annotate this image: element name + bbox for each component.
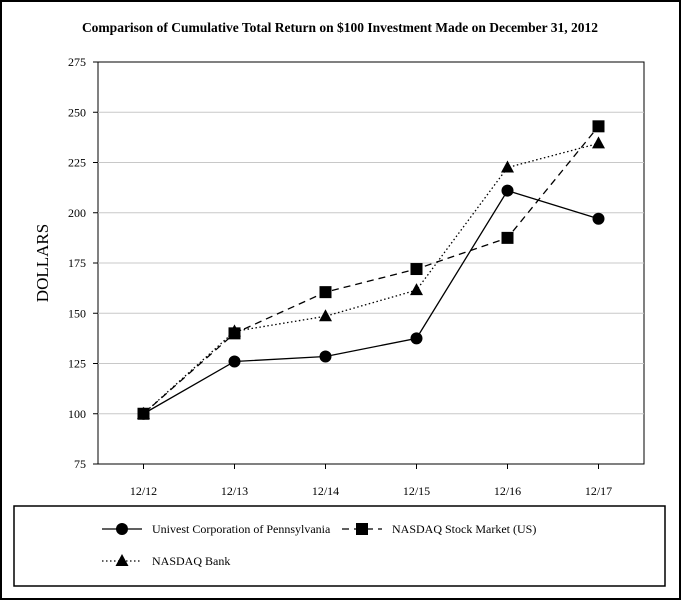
legend-label: NASDAQ Bank	[152, 554, 230, 568]
y-tick-label: 150	[68, 306, 86, 320]
x-tick-label: 12/13	[221, 484, 248, 498]
series-line-circle	[143, 189, 599, 415]
series-line-triangle	[143, 142, 599, 415]
y-tick-label: 175	[68, 256, 86, 270]
y-tick-label: 250	[68, 105, 86, 119]
data-point-triangle	[592, 136, 605, 149]
x-axis-ticks: 12/12 12/13 12/14 12/15 12/16 12/17	[130, 464, 612, 498]
legend-label: Univest Corporation of Pennsylvania	[152, 522, 331, 536]
data-point-square	[592, 120, 605, 133]
y-tick-label: 225	[68, 156, 86, 170]
legend-items: Univest Corporation of Pennsylvania NASDA…	[102, 522, 536, 568]
data-point-triangle	[501, 160, 514, 173]
data-point-circle	[501, 184, 514, 197]
legend-marker-circle	[116, 523, 128, 535]
legend-box	[13, 505, 666, 587]
legend-marker-triangle	[115, 554, 129, 566]
gridlines	[98, 111, 644, 415]
series-line-square	[143, 125, 600, 415]
data-point-circle	[228, 355, 241, 368]
y-tick-label: 125	[68, 357, 86, 371]
x-tick-label: 12/14	[312, 484, 339, 498]
data-point-circle	[592, 212, 605, 225]
y-tick-label: 275	[68, 55, 86, 69]
series-layer	[137, 120, 605, 420]
data-point-triangle	[137, 406, 150, 419]
data-point-square	[319, 286, 332, 299]
x-tick-label: 12/17	[585, 484, 612, 498]
legend: Univest Corporation of Pennsylvania NASDA…	[13, 505, 666, 587]
x-tick-label: 12/16	[494, 484, 521, 498]
legend-label: NASDAQ Stock Market (US)	[392, 522, 536, 536]
y-tick-label: 100	[68, 407, 86, 421]
data-point-circle	[410, 332, 423, 345]
y-tick-label: 200	[68, 206, 86, 220]
y-axis-label: DOLLARS	[33, 224, 52, 302]
data-point-square	[501, 231, 514, 244]
y-axis-ticks: 75 100 125 150 175 200 225 250 275	[68, 55, 98, 471]
legend-marker-square	[356, 523, 368, 535]
data-point-square	[410, 263, 423, 276]
data-point-circle	[319, 350, 332, 363]
chart-title: Comparison of Cumulative Total Return on…	[82, 20, 598, 35]
data-point-triangle	[228, 324, 241, 337]
x-tick-label: 12/12	[130, 484, 157, 498]
y-tick-label: 75	[74, 457, 86, 471]
data-point-triangle	[319, 309, 332, 322]
data-point-triangle	[410, 283, 423, 296]
x-tick-label: 12/15	[403, 484, 430, 498]
